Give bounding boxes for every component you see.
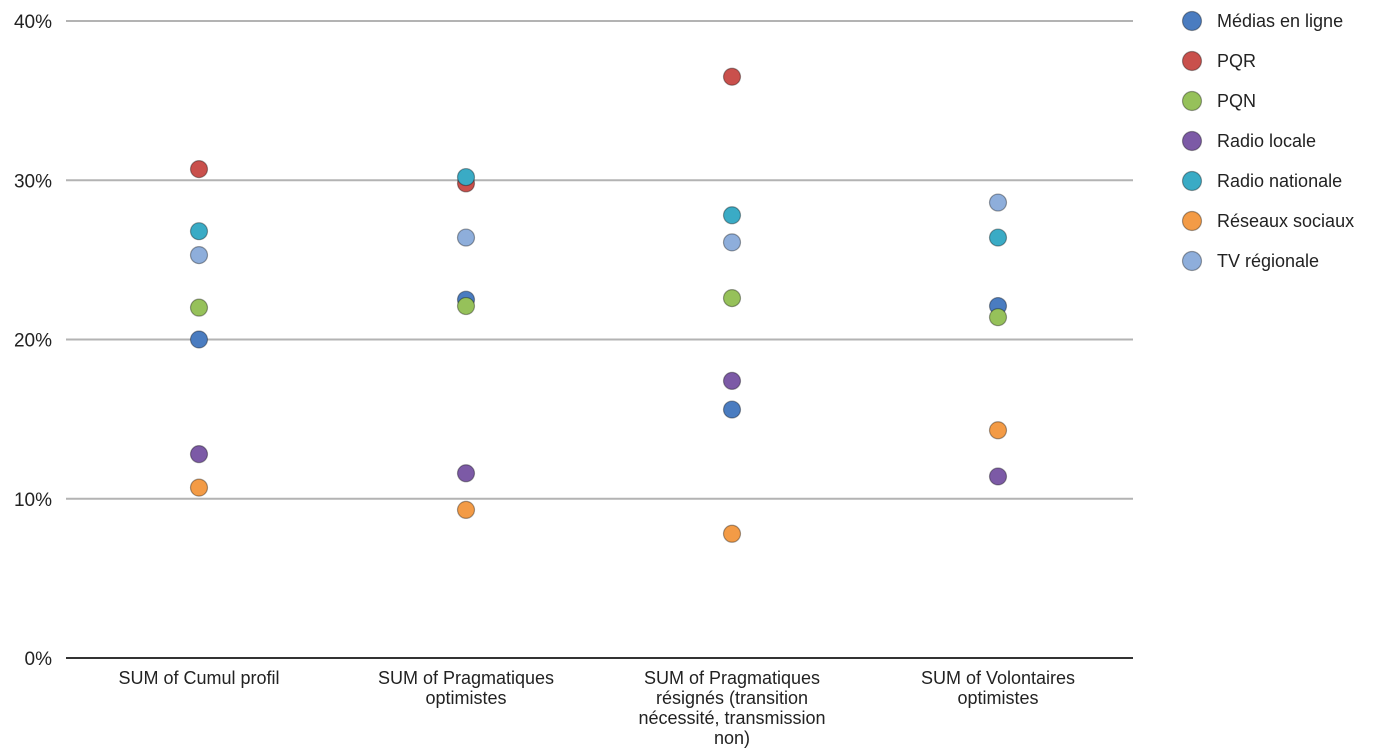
legend-label: Radio nationale [1217, 171, 1342, 191]
data-point [456, 296, 476, 316]
data-point [456, 228, 476, 247]
data-point [722, 206, 742, 225]
data-point [456, 464, 476, 483]
legend-swatch [1181, 250, 1203, 272]
data-point [456, 500, 476, 519]
y-axis-ticks: 0% 10% 20% 30% 40% [14, 12, 52, 670]
data-point [189, 445, 209, 464]
legend-swatch [1181, 170, 1203, 192]
legend: Médias en ligne PQR PQN Radio locale Radio n… [1181, 10, 1354, 272]
data-point [722, 288, 742, 308]
legend-label: PQR [1217, 51, 1256, 71]
data-points [189, 67, 1008, 543]
data-point [988, 308, 1008, 327]
data-point [722, 400, 742, 419]
data-point [722, 371, 742, 391]
legend-label: Réseaux sociaux [1217, 211, 1354, 231]
data-point [189, 478, 209, 497]
data-point [988, 421, 1008, 440]
legend-swatch [1181, 90, 1203, 112]
x-category-label: SUM of Pragmatiques optimistes [378, 668, 554, 708]
legend-label: TV régionale [1217, 251, 1319, 271]
data-point [456, 167, 476, 187]
data-point [189, 222, 209, 241]
data-point [722, 524, 742, 543]
legend-swatch [1181, 130, 1203, 152]
x-axis-categories: SUM of Cumul profil SUM of Pragmatiques op… [118, 668, 1075, 748]
y-tick-label: 30% [14, 171, 52, 192]
y-tick-label: 20% [14, 331, 52, 352]
data-point [988, 467, 1008, 486]
x-category-label: SUM of Pragmatiques résignés (transition n… [638, 668, 825, 748]
legend-label: Radio locale [1217, 131, 1316, 151]
gridlines [66, 20, 1133, 659]
data-point [189, 160, 209, 179]
data-point [988, 193, 1008, 212]
legend-label: PQN [1217, 91, 1256, 111]
legend-label: Médias en ligne [1217, 11, 1343, 31]
data-point [722, 233, 742, 252]
legend-swatch [1181, 210, 1203, 232]
y-tick-label: 10% [14, 490, 52, 511]
x-category-label: SUM of Volontaires optimistes [921, 668, 1075, 708]
data-point [189, 330, 209, 349]
data-point [722, 67, 742, 86]
legend-swatch [1181, 50, 1203, 72]
data-point [988, 228, 1008, 247]
data-point [189, 298, 209, 317]
x-category-label: SUM of Cumul profil [118, 668, 279, 688]
y-tick-label: 40% [14, 12, 52, 33]
data-point [189, 245, 209, 265]
y-tick-label: 0% [25, 649, 53, 670]
legend-swatch [1181, 10, 1203, 32]
